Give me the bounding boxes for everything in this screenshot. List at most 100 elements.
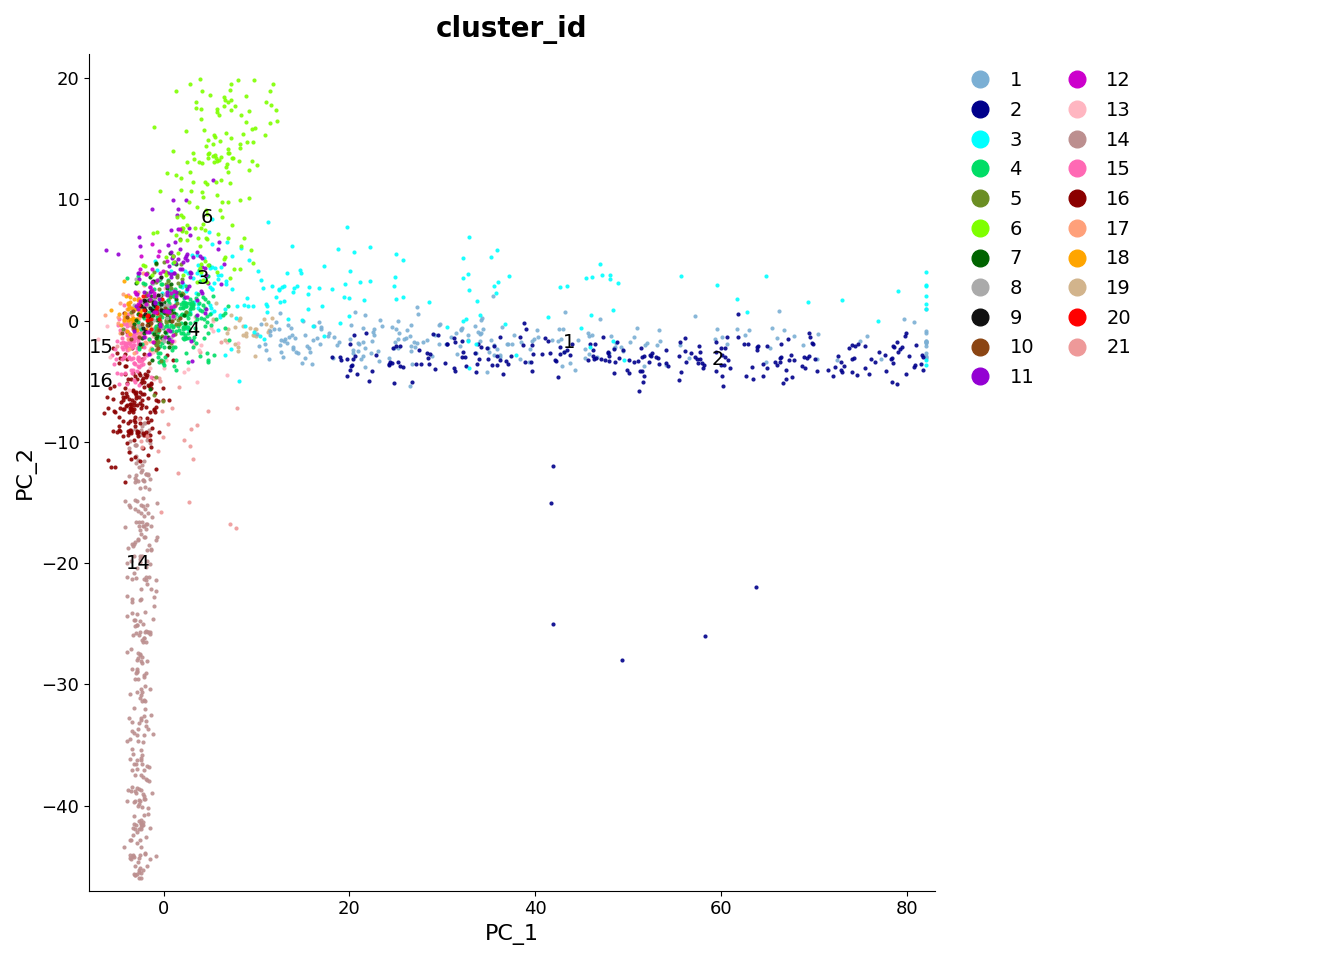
Point [210, 203, 231, 218]
Point [157, 335, 179, 350]
Point [133, 329, 155, 345]
Point [155, 324, 176, 340]
Point [137, 310, 159, 325]
Point [187, 265, 208, 280]
Point [200, 260, 222, 276]
Point [129, 320, 151, 335]
Point [161, 301, 183, 317]
Point [122, 828, 144, 843]
Point [145, 849, 167, 864]
Point [118, 333, 140, 348]
Point [121, 606, 142, 621]
Point [180, 334, 202, 349]
Point [124, 330, 145, 346]
Point [366, 348, 387, 363]
Point [133, 708, 155, 724]
Point [160, 223, 181, 238]
Point [121, 340, 142, 355]
Point [125, 474, 146, 490]
Point [149, 271, 171, 286]
Point [220, 150, 242, 165]
Point [134, 424, 156, 440]
Point [770, 336, 792, 351]
Point [218, 332, 239, 348]
Point [188, 295, 210, 310]
Point [109, 350, 130, 366]
Point [173, 316, 195, 331]
Point [200, 281, 222, 297]
Point [257, 299, 278, 314]
Point [230, 238, 251, 253]
Point [538, 310, 559, 325]
Point [207, 272, 228, 287]
Point [160, 305, 181, 321]
Point [120, 783, 141, 799]
Point [245, 321, 266, 336]
Point [138, 356, 160, 372]
Point [117, 340, 138, 355]
Point [340, 318, 362, 333]
Point [194, 272, 215, 287]
Point [406, 356, 427, 372]
Point [124, 850, 145, 865]
Point [136, 298, 157, 313]
Point [116, 569, 137, 585]
Point [136, 718, 157, 733]
Point [379, 356, 401, 372]
Point [190, 273, 211, 288]
Point [446, 347, 468, 362]
Point [129, 860, 151, 876]
Point [157, 314, 179, 329]
Point [403, 335, 425, 350]
Point [183, 174, 204, 189]
Point [121, 315, 142, 330]
Point [141, 311, 163, 326]
Point [109, 399, 130, 415]
Point [214, 332, 235, 348]
Point [591, 267, 613, 282]
Point [134, 529, 156, 544]
Point [202, 312, 223, 327]
Point [117, 427, 138, 443]
Point [114, 365, 136, 380]
Point [132, 372, 153, 388]
Point [118, 414, 140, 429]
Point [401, 374, 422, 390]
Point [179, 306, 200, 322]
Point [230, 261, 251, 276]
Point [117, 296, 138, 311]
Point [146, 300, 168, 315]
Text: 14: 14 [126, 554, 151, 573]
Point [122, 383, 144, 398]
Point [146, 321, 168, 336]
Point [149, 314, 171, 329]
Point [164, 285, 185, 300]
Point [882, 374, 903, 390]
Point [142, 401, 164, 417]
Point [161, 352, 183, 368]
Point [172, 322, 194, 337]
Point [172, 300, 194, 316]
Point [177, 319, 199, 334]
Point [145, 255, 167, 271]
Point [559, 347, 581, 362]
Point [759, 341, 781, 356]
Point [124, 548, 145, 564]
Point [130, 299, 152, 314]
Point [167, 222, 188, 237]
Point [175, 249, 196, 264]
Point [444, 331, 465, 347]
Point [219, 83, 241, 98]
Point [770, 349, 792, 365]
Point [121, 724, 142, 739]
Point [156, 315, 177, 330]
Point [120, 351, 141, 367]
Point [583, 351, 605, 367]
Point [163, 309, 184, 324]
Point [168, 316, 190, 331]
Point [125, 384, 146, 399]
Point [122, 362, 144, 377]
Point [360, 239, 382, 254]
Point [489, 329, 511, 345]
Point [120, 400, 141, 416]
